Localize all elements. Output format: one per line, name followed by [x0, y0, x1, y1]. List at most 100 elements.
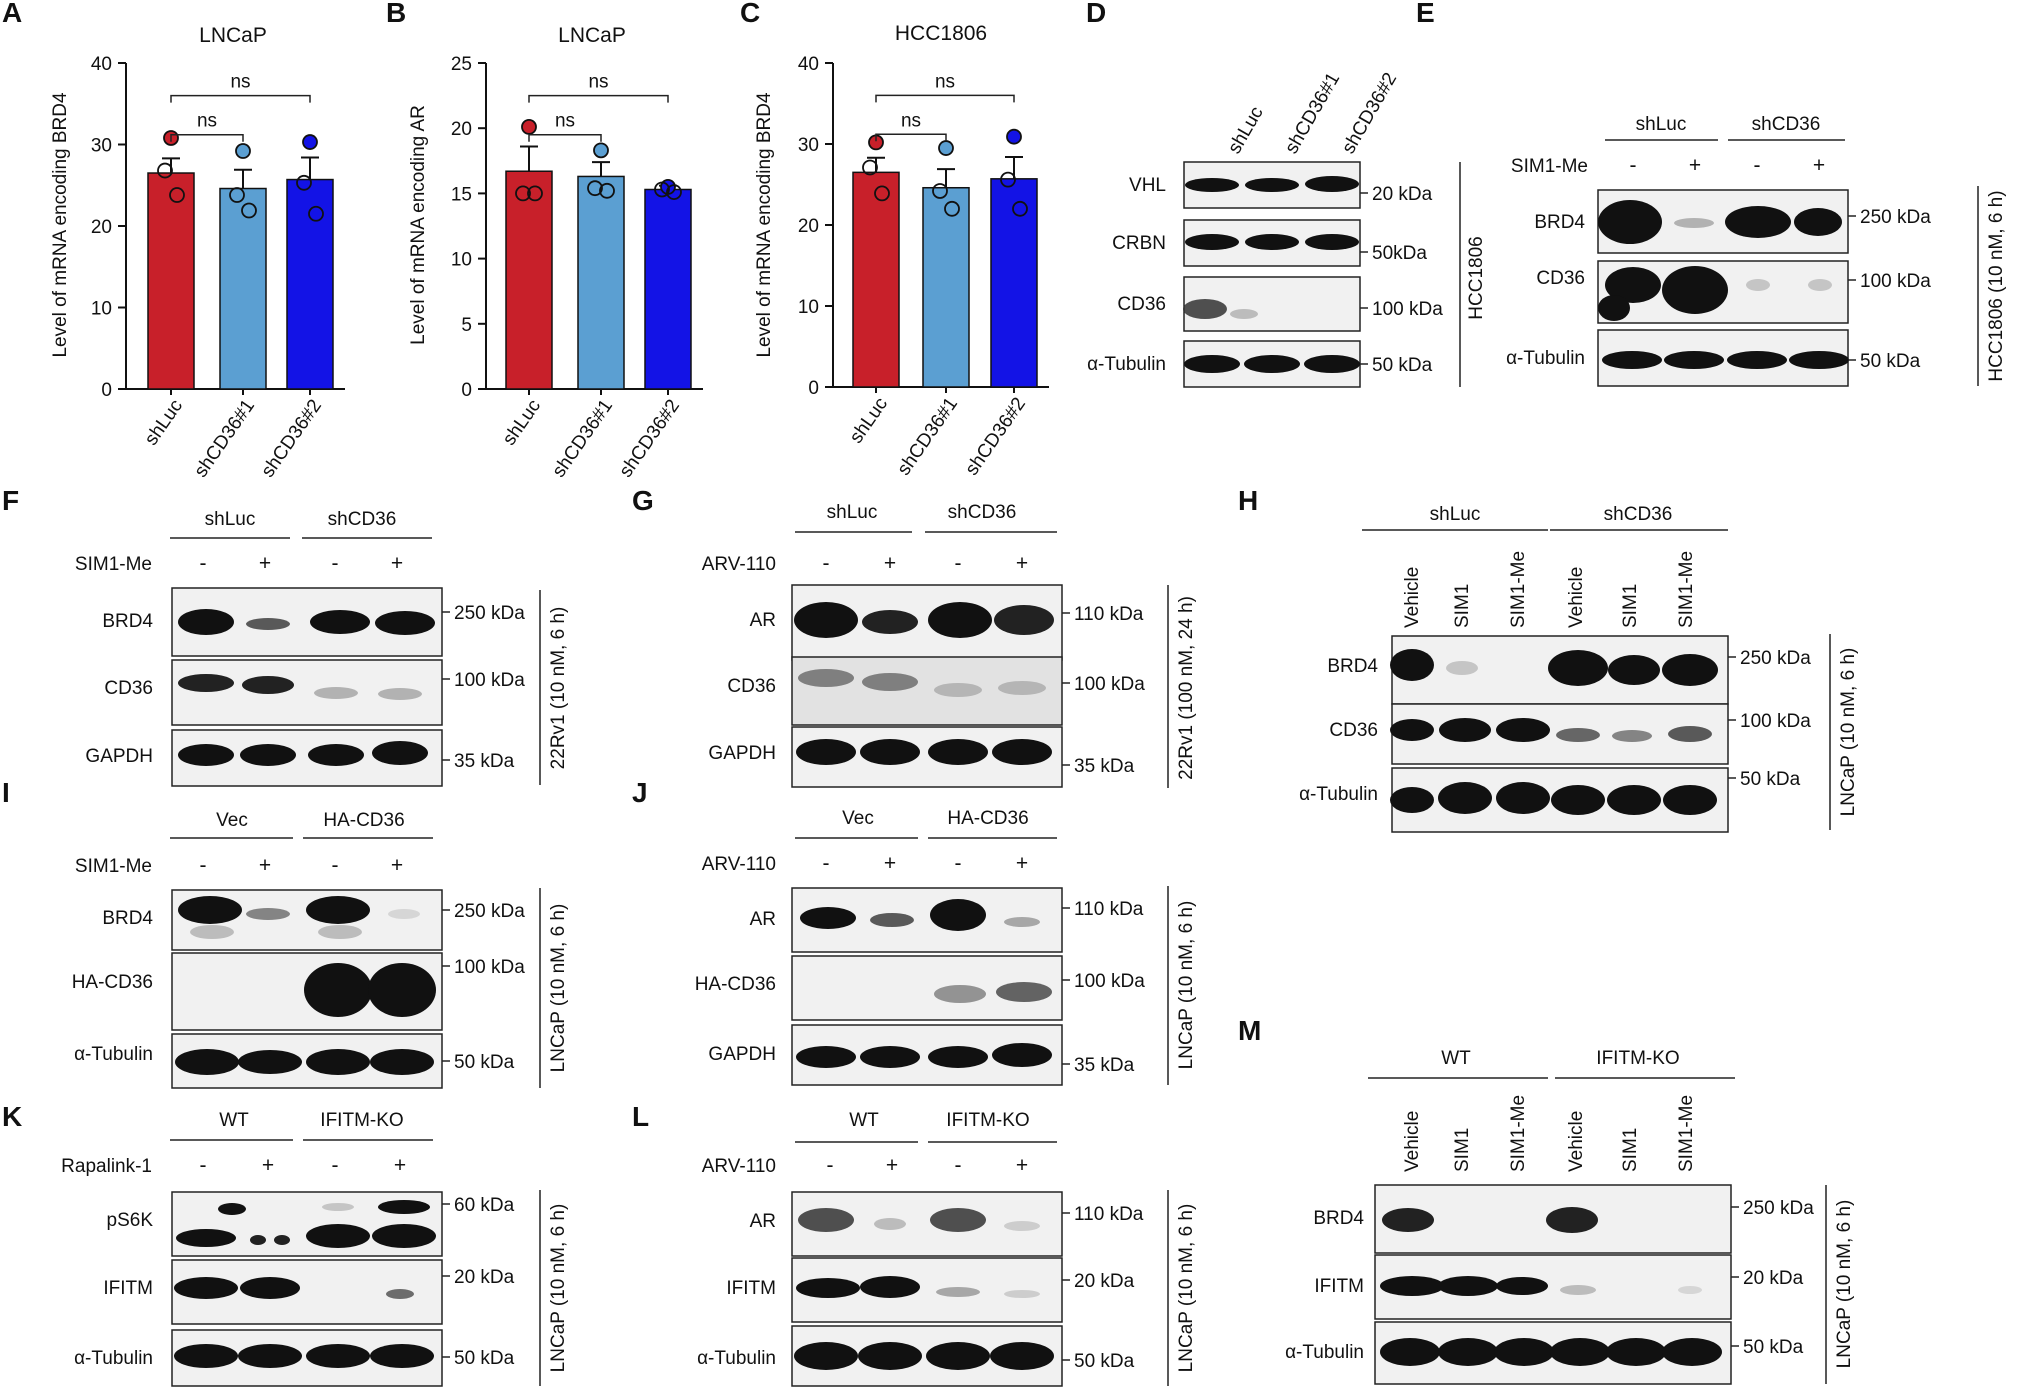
- group-label-vec: Vec: [216, 810, 248, 831]
- band: [1185, 178, 1239, 192]
- band: [936, 1287, 980, 1297]
- lane-label-sim1: SIM1: [1620, 584, 1641, 628]
- lane-label-vehicle: Vehicle: [1402, 1111, 1423, 1172]
- protein-label-tubulin: α-Tubulin: [1285, 1342, 1364, 1363]
- band: [1382, 1208, 1434, 1232]
- kda-50: 50 kDa: [454, 1052, 515, 1073]
- condition-label: LNCaP (10 nM, 6 h): [1838, 648, 1859, 817]
- band: [378, 1200, 430, 1214]
- significance-bracket: [528, 133, 602, 142]
- data-point: [932, 183, 948, 199]
- panel-label-j: J: [632, 777, 648, 808]
- band: [310, 610, 370, 634]
- band: [862, 610, 918, 634]
- kda-50: 50 kDa: [1743, 1337, 1804, 1358]
- data-point: [599, 182, 615, 199]
- band: [246, 618, 290, 630]
- protein-label-crbn: CRBN: [1112, 233, 1166, 254]
- band: [240, 744, 296, 766]
- bar: [577, 175, 625, 390]
- protein-label-cd36: CD36: [1117, 294, 1166, 315]
- category-label: shLuc: [499, 396, 545, 450]
- protein-label-brd4: BRD4: [102, 611, 153, 632]
- band: [1184, 355, 1240, 373]
- treatment-label: SIM1-Me: [1511, 156, 1588, 177]
- sign: -: [1630, 154, 1637, 177]
- data-point: [1000, 171, 1016, 188]
- kda-35: 35 kDa: [1074, 1055, 1135, 1076]
- kda-100: 100 kDa: [454, 670, 525, 691]
- category-label: shCD36#1: [190, 396, 259, 482]
- kda-110: 110 kDa: [1074, 899, 1144, 920]
- blot-frame-cd36: [1183, 276, 1361, 332]
- kda-35: 35 kDa: [454, 751, 515, 772]
- data-point: [169, 187, 185, 203]
- bar: [852, 171, 900, 388]
- band: [1380, 1338, 1440, 1366]
- blot-panel-m: WT IFITM-KO Vehicle SIM1 SIM1-Me Vehicle…: [1285, 1048, 1855, 1385]
- group-label-shluc: shLuc: [205, 509, 256, 530]
- group-label-shcd36: shCD36: [1604, 504, 1673, 525]
- band: [1612, 730, 1652, 742]
- bar: [644, 188, 692, 390]
- group-label-shcd36: shCD36: [328, 509, 397, 530]
- significance-label: ns: [197, 111, 217, 132]
- band: [1674, 218, 1714, 228]
- protein-label-brd4: BRD4: [1313, 1208, 1364, 1229]
- group-label-ha-cd36: HA-CD36: [947, 808, 1028, 829]
- group-label-wt: WT: [849, 1110, 879, 1131]
- band: [178, 674, 234, 692]
- significance-bracket: [875, 133, 947, 142]
- band: [178, 744, 234, 766]
- category-label: shCD36#1: [893, 394, 962, 480]
- band: [1598, 200, 1662, 244]
- y-tick-label: 0: [808, 378, 819, 399]
- band: [274, 1235, 290, 1245]
- band: [1808, 279, 1832, 291]
- band: [870, 913, 914, 927]
- data-point: [527, 185, 543, 202]
- panel-label-b: B: [386, 0, 406, 28]
- y-tick-label: 10: [451, 250, 472, 271]
- band: [1390, 649, 1434, 681]
- group-label-ha-cd36: HA-CD36: [323, 810, 404, 831]
- group-label-shluc: shLuc: [827, 502, 878, 523]
- band: [375, 611, 435, 635]
- group-label-ifitm-ko: IFITM-KO: [946, 1110, 1029, 1131]
- band: [240, 1277, 300, 1299]
- lane-label-shluc: shLuc: [1224, 103, 1268, 157]
- data-point: [515, 185, 531, 202]
- condition-label: 22Rv1 (10 nM, 6 h): [548, 607, 569, 770]
- band: [1438, 1338, 1498, 1366]
- kda-100: 100 kDa: [1074, 971, 1145, 992]
- band: [1678, 1286, 1702, 1294]
- band: [306, 1224, 370, 1248]
- panel-label-k: K: [2, 1101, 22, 1132]
- kda-60: 60 kDa: [454, 1195, 515, 1216]
- sign: +: [1016, 1154, 1028, 1177]
- band: [1305, 234, 1359, 250]
- sign: -: [332, 552, 339, 575]
- sign: +: [391, 552, 403, 575]
- kda-50: 50 kDa: [454, 1348, 515, 1369]
- band: [1607, 785, 1661, 815]
- band: [992, 1043, 1052, 1067]
- sign: +: [259, 552, 271, 575]
- y-tick-label: 0: [461, 380, 472, 401]
- protein-label-ifitm: IFITM: [1314, 1276, 1364, 1297]
- band: [1727, 351, 1787, 369]
- y-tick-label: 20: [798, 216, 819, 237]
- band: [238, 1344, 302, 1368]
- band: [314, 687, 358, 699]
- kda-100: 100 kDa: [1860, 271, 1931, 292]
- band: [992, 739, 1052, 765]
- blot-panel-j: Vec HA-CD36 ARV-110 - + - + AR 110 kDa H…: [695, 808, 1197, 1086]
- blot-panel-k: WT IFITM-KO Rapalink-1 - + - + pS6K 60 k…: [61, 1110, 569, 1387]
- lane-label-sim1: SIM1: [1452, 584, 1473, 628]
- band: [798, 669, 854, 687]
- panel-label-d: D: [1086, 0, 1106, 28]
- chart-title: LNCaP: [558, 24, 626, 47]
- kda-250: 250 kDa: [454, 901, 525, 922]
- lane-label-vehicle: Vehicle: [1566, 1111, 1587, 1172]
- condition-label: LNCaP (10 nM, 6 h): [548, 1204, 569, 1373]
